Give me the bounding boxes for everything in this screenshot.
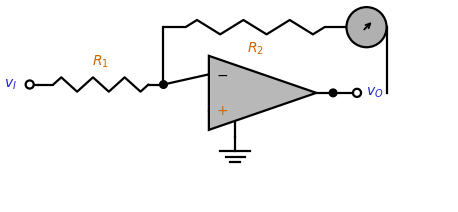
Text: $R_1$: $R_1$ [93,54,109,70]
Circle shape [346,7,387,47]
Text: $R_2$: $R_2$ [246,40,263,57]
Circle shape [329,89,337,97]
Circle shape [160,81,167,88]
Text: $v_I$: $v_I$ [4,77,16,92]
Polygon shape [209,56,316,130]
Text: $v_O$: $v_O$ [365,86,383,100]
Text: $+$: $+$ [216,104,228,118]
Text: $-$: $-$ [216,67,229,81]
